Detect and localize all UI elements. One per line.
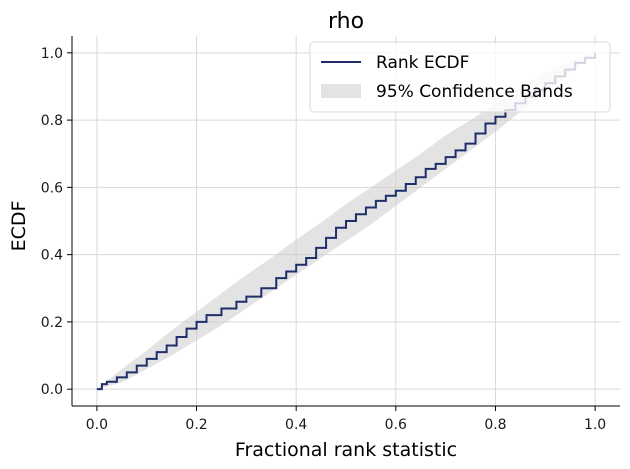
y-ticks: 0.0 0.2 0.4 0.6 0.8 1.0 [41, 46, 72, 398]
chart-title: rho [328, 9, 364, 34]
y-tick-label: 0.6 [41, 180, 63, 196]
x-tick-label: 1.0 [584, 417, 606, 433]
x-ticks: 0.0 0.2 0.4 0.6 0.8 1.0 [86, 406, 606, 433]
y-tick-label: 0.2 [41, 315, 63, 331]
x-tick-label: 0.2 [185, 417, 207, 433]
legend-box [309, 41, 611, 113]
y-axis-label: ECDF [8, 201, 30, 252]
x-tick-label: 0.4 [285, 417, 307, 433]
y-tick-label: 0.8 [41, 113, 63, 129]
x-tick-label: 0.8 [484, 417, 506, 433]
legend-label-confidence-bands: 95% Confidence Bands [376, 82, 573, 102]
legend: Rank ECDF 95% Confidence Bands [309, 41, 611, 113]
y-tick-label: 1.0 [41, 46, 63, 62]
axes [71, 36, 620, 407]
x-tick-label: 0.0 [86, 417, 108, 433]
legend-label-rank-ecdf: Rank ECDF [376, 53, 469, 73]
y-tick-label: 0.4 [41, 248, 63, 264]
legend-band-swatch [321, 84, 361, 98]
x-axis-label: Fractional rank statistic [235, 439, 457, 461]
y-tick-label: 0.0 [41, 382, 63, 398]
x-tick-label: 0.6 [385, 417, 407, 433]
